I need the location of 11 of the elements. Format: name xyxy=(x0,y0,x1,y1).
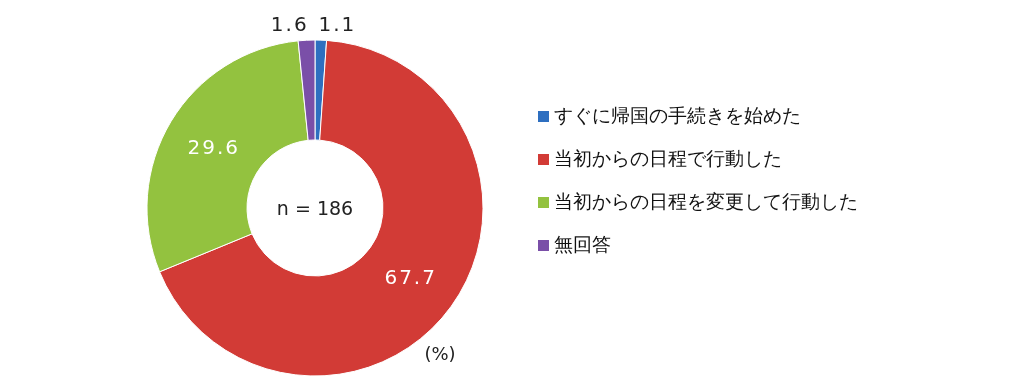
data-label: 67.7 xyxy=(384,265,437,290)
legend-item: 無回答 xyxy=(538,233,611,255)
text: n = 186 xyxy=(276,197,354,219)
legend-item: 当初からの日程で行動した xyxy=(538,147,782,169)
text: (%) xyxy=(424,343,456,364)
legend-label: 無回答 xyxy=(554,233,611,255)
data-label: 29.6 xyxy=(187,135,241,160)
legend-item: すぐに帰国の手続きを始めた xyxy=(538,104,801,126)
data-label: 1.1 xyxy=(318,12,357,37)
legend-item: 当初からの日程を変更して行動した xyxy=(538,190,858,212)
data-label: 1.6 xyxy=(270,12,309,37)
